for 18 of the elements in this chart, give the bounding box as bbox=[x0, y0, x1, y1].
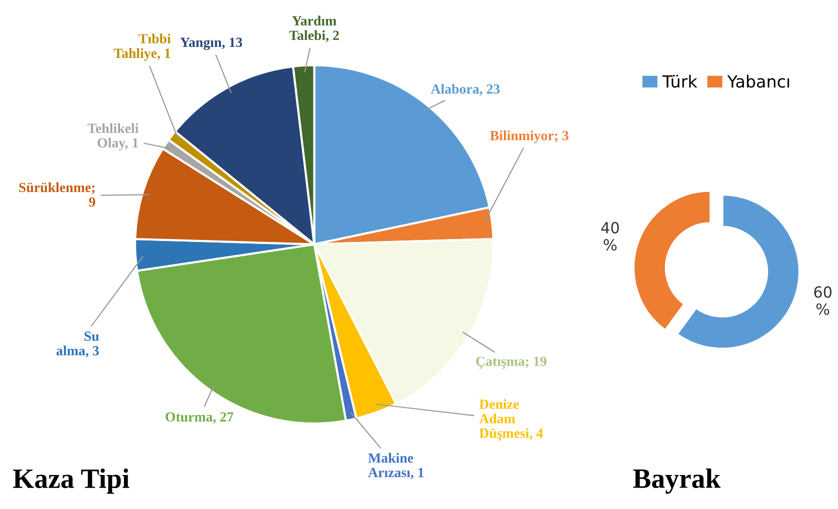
slice-label: Yangın, 13 bbox=[180, 38, 242, 50]
data-label: 60 % bbox=[814, 286, 832, 315]
slice-label: Denize Adam Düşmesi, 4 bbox=[479, 399, 543, 441]
slice-label: Tıbbi Tahliye, 1 bbox=[114, 34, 171, 61]
text: Bayrak bbox=[633, 468, 721, 494]
legend-label: Türk bbox=[662, 74, 698, 88]
slice-label: Su alma, 3 bbox=[56, 332, 99, 358]
slice-label: Alabora, 23 bbox=[430, 84, 500, 96]
slice-label: Tehlikeli Olay, 1 bbox=[88, 123, 138, 150]
slice-label: Yardım Talebi, 2 bbox=[289, 16, 339, 42]
text: Kaza Tipi bbox=[13, 468, 130, 494]
slice-label: Oturma, 27 bbox=[166, 412, 234, 424]
legend-label: Yabancı bbox=[727, 74, 790, 88]
slice-label: Bilinmiyor; 3 bbox=[490, 130, 568, 144]
data-label: 40 % bbox=[601, 222, 619, 251]
slice-label: Makine Arızası, 1 bbox=[368, 452, 424, 480]
slice-label: Çatışma; 19 bbox=[476, 356, 546, 369]
slice-label: Sürüklenme; 9 bbox=[19, 182, 96, 207]
